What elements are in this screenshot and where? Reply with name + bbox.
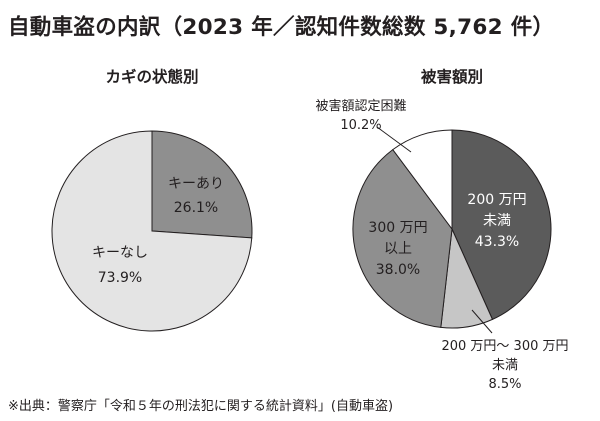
pie-chart-key-status: カギの状態別 キーあり 26.1% キーなし 73.9% bbox=[51, 67, 253, 332]
slice-label-key-on: キーあり bbox=[168, 176, 224, 192]
pie-chart-damage-amount: 被害額別 200 万円 未満 43.3% 300 万円 以上 38.0% 200… bbox=[315, 67, 568, 392]
chart-title-key-status: カギの状態別 bbox=[105, 67, 198, 86]
leader-line-undeterminable bbox=[376, 126, 412, 153]
slice-label-under-200-line2: 未満 bbox=[483, 213, 511, 229]
pie-key-status-slice-1 bbox=[51, 130, 253, 332]
page-title: 自動車盗の内訳（2023 年／認知件数総数 5,762 件） bbox=[8, 15, 555, 40]
slice-label-200-300: 200 万円～ 300 万円 bbox=[441, 339, 568, 354]
slice-value-over-300: 38.0% bbox=[376, 262, 420, 278]
chart-title-damage-amount: 被害額別 bbox=[421, 67, 483, 86]
slice-label-200-300-line2: 未満 bbox=[492, 358, 518, 373]
pie-slices-damage-amount bbox=[352, 129, 552, 329]
pie-slices-key-status bbox=[51, 130, 253, 332]
slice-label-over-300-line2: 以上 bbox=[384, 241, 412, 257]
slice-value-key-off: 73.9% bbox=[98, 270, 142, 286]
slice-label-under-200: 200 万円 bbox=[467, 192, 526, 208]
slice-value-200-300: 8.5% bbox=[488, 377, 521, 392]
pie-damage-amount-slice-3 bbox=[392, 129, 453, 231]
slice-label-undeterminable: 被害額認定困難 bbox=[315, 98, 406, 114]
pie-damage-amount-slice-0 bbox=[451, 129, 552, 321]
pie-key-status-slice-0 bbox=[151, 130, 253, 239]
source-footnote: ※出典：警察庁「令和５年の刑法犯に関する統計資料」(自動車盗) bbox=[8, 399, 394, 414]
leader-line-200-300 bbox=[471, 309, 493, 334]
slice-value-undeterminable: 10.2% bbox=[340, 118, 381, 133]
slice-value-key-on: 26.1% bbox=[174, 200, 218, 216]
slice-value-under-200: 43.3% bbox=[475, 234, 519, 250]
pie-damage-amount-slice-2 bbox=[352, 148, 453, 328]
slice-label-over-300: 300 万円 bbox=[368, 220, 427, 236]
slice-label-key-off: キーなし bbox=[92, 245, 148, 261]
